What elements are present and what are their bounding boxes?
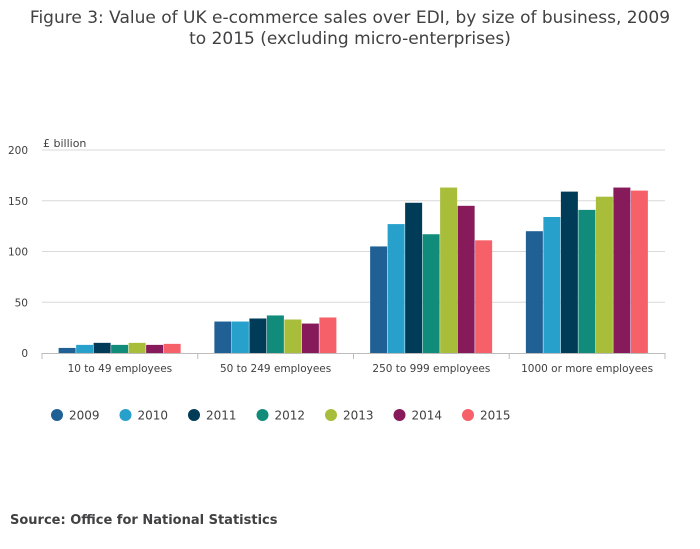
- bar: [525, 231, 543, 353]
- bar: [93, 342, 111, 353]
- legend-swatch: [393, 409, 406, 421]
- bar: [146, 344, 164, 353]
- legend-label: 2013: [343, 409, 374, 423]
- bar: [58, 347, 76, 353]
- bar: [613, 187, 631, 353]
- bar: [595, 196, 613, 353]
- bar: [284, 319, 302, 353]
- legend-label: 2011: [206, 409, 237, 423]
- bar: [301, 323, 319, 353]
- bar: [422, 234, 440, 353]
- bar: [475, 240, 493, 353]
- legend-swatch: [51, 409, 63, 421]
- bar: [387, 224, 405, 353]
- bar: [249, 318, 267, 353]
- y-tick-label: 100: [8, 247, 28, 259]
- bar: [111, 344, 129, 353]
- bar: [405, 202, 423, 353]
- y-tick-label: 0: [21, 348, 28, 360]
- legend-label: 2012: [275, 409, 306, 423]
- x-category-label: 10 to 49 employees: [68, 363, 173, 375]
- bar: [370, 246, 388, 353]
- y-tick-label: 150: [8, 196, 28, 208]
- legend-label: 2014: [412, 409, 443, 423]
- x-category-label: 1000 or more employees: [521, 363, 653, 375]
- y-axis-unit-label: £ billion: [43, 137, 86, 150]
- legend-swatch: [462, 409, 474, 421]
- legend-swatch: [188, 409, 200, 421]
- y-tick-label: 200: [8, 145, 28, 157]
- bar: [440, 187, 458, 353]
- legend-swatch: [325, 409, 337, 421]
- chart-title: Figure 3: Value of UK e-commerce sales o…: [29, 8, 671, 49]
- bar: [266, 315, 284, 353]
- x-category-label: 250 to 999 employees: [372, 363, 490, 375]
- bar: [76, 344, 94, 353]
- bar: [214, 321, 232, 353]
- legend-label: 2010: [138, 409, 169, 423]
- bar: [128, 342, 146, 353]
- bar: [543, 216, 561, 353]
- bar: [231, 321, 249, 353]
- bar: [630, 190, 648, 353]
- bar: [560, 191, 578, 353]
- bar: [457, 205, 475, 353]
- legend-label: 2009: [69, 409, 100, 423]
- legend-swatch: [256, 409, 269, 421]
- legend-swatch: [119, 409, 132, 421]
- y-tick-label: 50: [15, 297, 28, 309]
- bar: [578, 209, 596, 353]
- x-category-label: 50 to 249 employees: [220, 363, 331, 375]
- legend-label: 2015: [480, 409, 511, 423]
- bar: [163, 343, 181, 353]
- bar: [319, 317, 337, 353]
- source-note: Source: Office for National Statistics: [10, 513, 278, 528]
